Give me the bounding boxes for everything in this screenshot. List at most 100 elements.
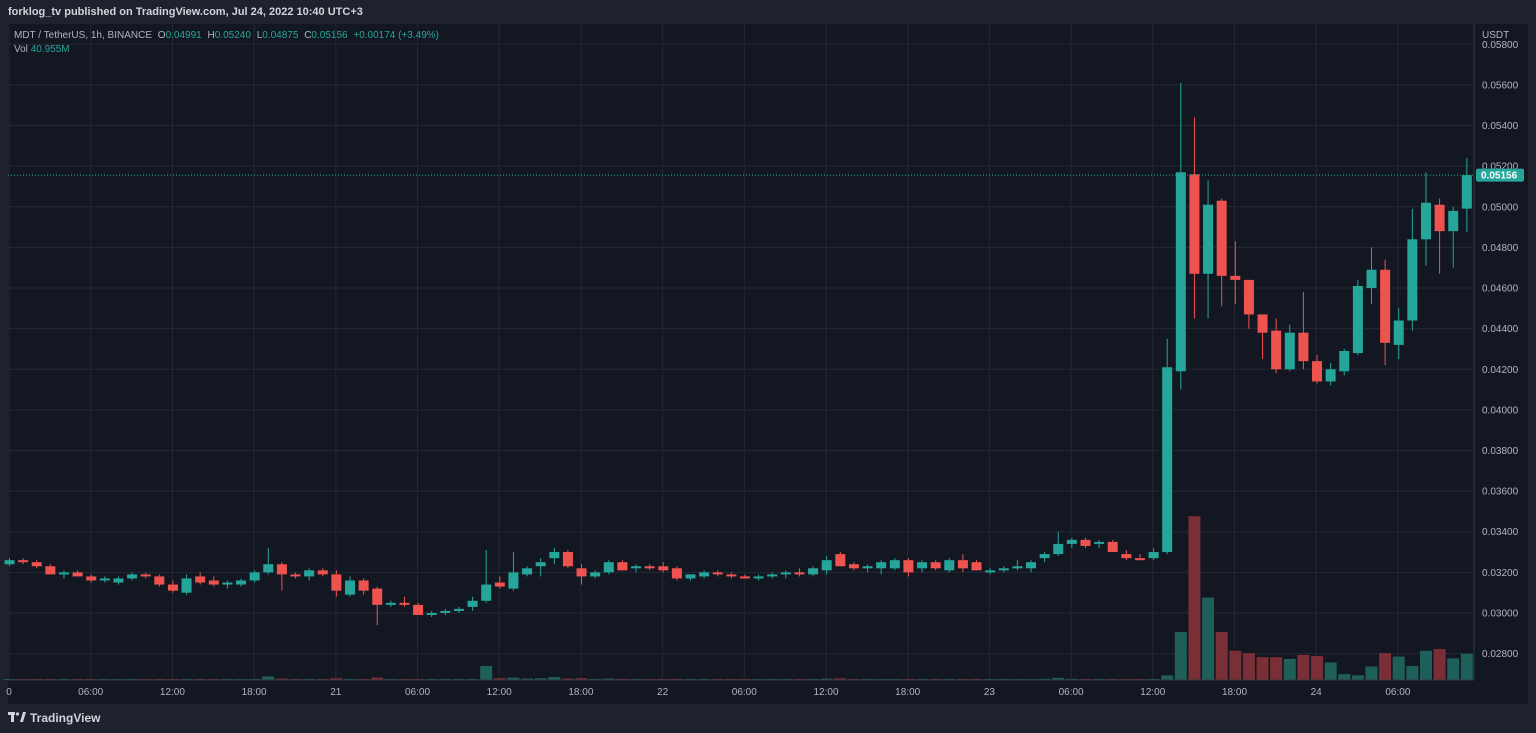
candle-body [876,562,887,569]
symbol-legend: MDT / TetherUS, 1h, BINANCE O0.04991 H0.… [14,30,442,41]
candle-body [113,578,124,583]
volume-bar [575,678,588,680]
volume-bar [1161,675,1174,680]
candle-body [1121,554,1132,559]
volume-bar [548,677,561,680]
time-tick-label: 12:00 [813,687,838,698]
candle-body [195,576,206,583]
candle-body [181,578,192,593]
candle-body [167,584,178,591]
volume-bar [275,678,288,680]
price-axis-bg [1474,24,1528,680]
volume-bar [507,677,520,680]
price-ticks: 0.02800 0.03000 0.03200 0.03400 0.03600 0.038… [1482,40,1519,660]
time-tick-label: 06:00 [1059,687,1084,698]
volume-bar [534,678,547,680]
tradingview-brand[interactable]: TradingView [8,711,100,725]
last-price-badge: 0.05156 [1476,168,1524,182]
candle-body [1243,279,1254,315]
time-tick-label: 21 [330,687,342,698]
volume-bar [330,678,343,680]
volume-bars [3,516,1487,680]
candle-body [1012,566,1023,569]
volume-bar [1338,674,1351,680]
volume-bar [466,678,479,680]
candle-body [1216,200,1227,276]
candle-body [726,574,737,577]
candle-body [535,562,546,567]
price-axis[interactable]: USDT 0.02800 0.03000 0.03200 0.03400 0.03600… [1473,24,1528,680]
volume-bar [902,678,915,680]
candle-body [1420,202,1431,240]
time-tick-label: 18:00 [1222,687,1247,698]
candle-body [699,572,710,577]
candle-body [671,568,682,579]
volume-bar [1460,653,1473,680]
close-label: C [304,30,312,41]
candle-body [767,574,778,577]
volume-bar [1229,650,1242,680]
last-price-value: 0.05156 [1481,171,1518,182]
time-tick-label: 23 [984,687,996,698]
candle-body [154,576,165,585]
candle-body [1271,330,1282,370]
price-tick-label: 0.04400 [1482,324,1519,335]
price-tick-label: 0.04000 [1482,405,1519,416]
candle-body [862,566,873,569]
candle-body [304,570,315,577]
volume-bar [1324,662,1337,680]
price-tick-label: 0.05200 [1482,162,1519,173]
price-tick-label: 0.03000 [1482,608,1519,619]
price-tick-label: 0.05600 [1482,80,1519,91]
candle-body [208,580,219,585]
candle-body [127,574,138,579]
volume-bar [589,678,602,680]
time-ticks: 0 06:00 12:00 18:00 21 06:00 12:00 18:00 22 06:00… [6,687,1411,698]
price-tick-label: 0.03800 [1482,446,1519,457]
candle-body [426,612,437,616]
candle-body [712,572,723,575]
volume-bar [1351,675,1364,680]
volume-bar [561,678,574,680]
candle-body [1298,332,1309,362]
candle-body [72,572,83,577]
symbol-name: MDT / TetherUS, 1h, BINANCE [14,30,153,41]
candle-body [1026,562,1036,569]
candle-body [45,566,56,575]
time-tick-label: 12:00 [1140,687,1165,698]
candle-body [99,578,110,581]
candle-body [1053,543,1064,555]
low-value: 0.04875 [262,30,299,41]
candle-body [1325,369,1336,382]
volume-bar [1188,516,1201,680]
volume-bar [1256,657,1269,680]
time-axis[interactable]: 0 06:00 12:00 18:00 21 06:00 12:00 18:00 22 06:00… [6,679,1474,698]
candle-body [658,566,669,571]
candle-body [31,562,42,567]
candle-body [1448,210,1459,232]
candle-body [249,572,260,581]
high-value: 0.05240 [214,30,251,41]
candle-body [1461,175,1472,209]
volume-bar [1297,654,1310,680]
candle-body [399,602,410,605]
candle-body [140,574,151,577]
candle-body [481,584,492,601]
price-tick-label: 0.03400 [1482,527,1519,538]
volume-bar [493,678,506,680]
brand-name: TradingView [30,711,101,725]
grid-lines [8,24,1474,680]
volume-bar [1270,657,1283,680]
candle-body [848,564,859,569]
volume-bar [1052,677,1065,680]
candle-body [1339,350,1350,372]
candle-body [739,576,750,579]
price-tick-label: 0.05400 [1482,121,1519,132]
volume-label: Vol [14,44,28,55]
candle-body [631,566,642,569]
candle-body [508,572,519,589]
time-tick-label: 06:00 [405,687,430,698]
candle-body [821,560,832,571]
volume-bar [1392,656,1405,680]
